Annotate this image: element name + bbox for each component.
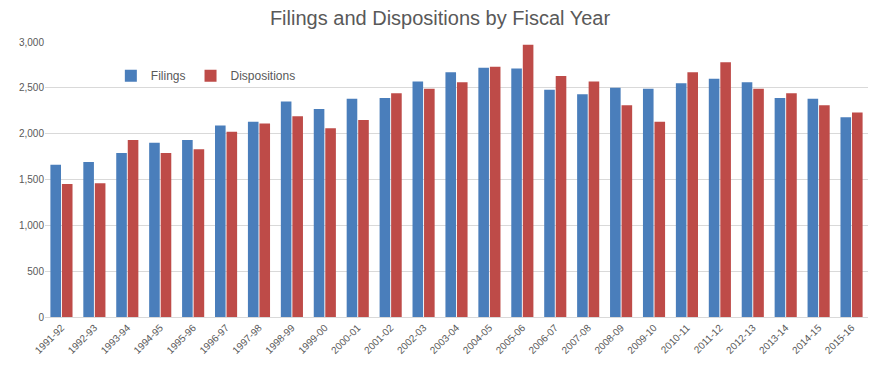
svg-text:1992-93: 1992-93	[66, 322, 100, 356]
svg-text:1991-92: 1991-92	[33, 322, 67, 356]
svg-text:2,000: 2,000	[19, 128, 44, 139]
svg-text:2007-08: 2007-08	[559, 322, 593, 356]
svg-text:Filings and Dispositions by Fi: Filings and Dispositions by Fiscal Year	[270, 7, 611, 29]
svg-text:1996-97: 1996-97	[197, 322, 231, 356]
svg-text:1998-99: 1998-99	[263, 322, 297, 356]
svg-text:1999-00: 1999-00	[296, 322, 330, 356]
svg-text:2009-10: 2009-10	[625, 322, 659, 356]
svg-text:2005-06: 2005-06	[494, 322, 528, 356]
svg-text:2,500: 2,500	[19, 82, 44, 93]
svg-text:1,500: 1,500	[19, 174, 44, 185]
svg-text:2012-13: 2012-13	[724, 322, 758, 356]
svg-text:2006-07: 2006-07	[526, 322, 560, 356]
svg-text:2008-09: 2008-09	[592, 322, 626, 356]
svg-text:2002-03: 2002-03	[395, 322, 429, 356]
svg-text:Filings: Filings	[151, 69, 186, 83]
svg-text:1,000: 1,000	[19, 220, 44, 231]
svg-text:2013-14: 2013-14	[757, 322, 791, 356]
svg-text:2015-16: 2015-16	[823, 322, 857, 356]
svg-text:1997-98: 1997-98	[230, 322, 264, 356]
svg-text:0: 0	[38, 312, 44, 323]
svg-text:2014-15: 2014-15	[790, 322, 824, 356]
svg-text:1994-95: 1994-95	[131, 322, 165, 356]
svg-text:3,000: 3,000	[19, 37, 44, 48]
svg-text:1993-94: 1993-94	[99, 322, 133, 356]
svg-text:2011-12: 2011-12	[692, 322, 726, 356]
svg-text:Dispositions: Dispositions	[231, 69, 296, 83]
svg-text:2001-02: 2001-02	[362, 322, 396, 356]
svg-text:1995-96: 1995-96	[164, 322, 198, 356]
svg-text:2003-04: 2003-04	[428, 322, 462, 356]
svg-text:500: 500	[27, 266, 44, 277]
svg-text:2004-05: 2004-05	[461, 322, 495, 356]
svg-text:2010-11: 2010-11	[659, 322, 693, 356]
svg-text:2000-01: 2000-01	[329, 322, 363, 356]
